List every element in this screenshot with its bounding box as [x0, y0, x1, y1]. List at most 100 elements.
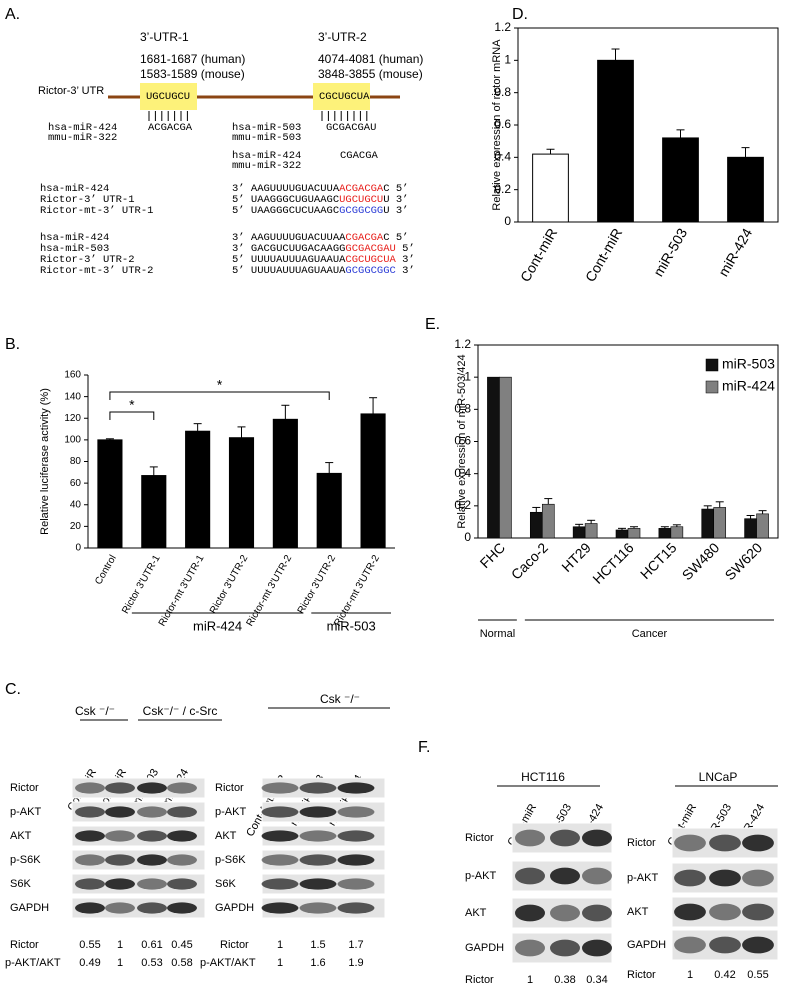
blot-header: LNCaP [699, 770, 738, 784]
x-tick-label: HCT15 [637, 539, 680, 582]
y-tick-label: 1 [464, 369, 471, 383]
x-tick-label: miR-424 [715, 225, 755, 279]
row-label: AKT [215, 830, 237, 842]
bar [360, 413, 386, 549]
row-label: AKT [465, 907, 487, 919]
quant-value: 0.61 [141, 939, 162, 951]
row-label: AKT [10, 830, 32, 842]
band [550, 904, 580, 922]
y-tick-label: 0.2 [454, 498, 471, 512]
y-tick-label: 80 [70, 456, 82, 467]
y-tick-label: 0.2 [494, 182, 511, 196]
quant-value: 0.58 [171, 957, 192, 969]
error-bar [660, 526, 669, 529]
seq-site: ACGACGA [339, 183, 384, 195]
band [75, 806, 105, 818]
bar [744, 518, 757, 539]
mirna-name: hsa-miR-424 [232, 150, 301, 162]
x-tick-label: Rictor-mt 3'UTR-2 [332, 553, 382, 628]
band [75, 878, 105, 890]
band [337, 830, 375, 842]
error-bar [281, 404, 290, 420]
quant-value: 0.53 [141, 957, 162, 969]
align-seq: 5’ UAAGGGCUGUAAGCUGCUGCUU 3’ [232, 194, 408, 206]
band [105, 878, 135, 890]
quant-value: 1 [687, 969, 693, 981]
band [167, 806, 197, 818]
x-tick-label: HCT116 [589, 539, 637, 587]
bar [499, 376, 512, 539]
y-tick-label: 0 [75, 543, 81, 554]
legend-swatch [705, 380, 719, 394]
legend-swatch [705, 358, 719, 372]
y-axis-label: Relative expression of miR-503/424 [456, 354, 468, 528]
mirna-name: mmu-miR-503 [232, 132, 301, 144]
row-label: Rictor [215, 782, 244, 794]
band [261, 782, 299, 794]
y-tick-label: 160 [64, 370, 81, 381]
x-tick-label: Cont-miR [517, 225, 560, 284]
align-seq: 5’ UAAGGGCUCUAAGCGCGGCGGU 3’ [232, 205, 408, 217]
quant-value: 1.5 [310, 939, 325, 951]
bar [756, 513, 769, 539]
bar [185, 430, 211, 549]
bar [662, 137, 699, 223]
y-tick-label: 1.2 [494, 20, 511, 34]
seq-part: 5’ UUUUAUUUAGUAAUA [232, 265, 346, 277]
quant-value: 1.9 [348, 957, 363, 969]
band [261, 830, 299, 842]
mirna-name: mmu-miR-322 [48, 132, 117, 144]
x-tick-label: Rictor 3'UTR-2 [296, 553, 339, 616]
error-bar [575, 523, 584, 527]
band [75, 854, 105, 866]
band [167, 902, 197, 914]
bar [627, 528, 641, 539]
align-seq: 3’ GACGUCUUGACAAGGGCGACGAU 5’ [232, 243, 415, 255]
band [167, 854, 197, 866]
bar [97, 439, 123, 549]
panel-label: B. [5, 336, 20, 353]
error-bar [618, 527, 626, 530]
error-bar [746, 514, 755, 519]
quant-value: 0.42 [714, 969, 735, 981]
error-bar [544, 498, 553, 505]
site-seq: CGCUGCUA [319, 91, 370, 103]
site-box [140, 83, 197, 110]
row-label: GAPDH [10, 902, 49, 914]
band [515, 867, 545, 885]
error-bar [149, 466, 158, 476]
band [337, 878, 375, 890]
bar [615, 529, 629, 539]
align-name: hsa-miR-503 [40, 243, 109, 255]
seq-part: 3’ GACGUCUUGACAAGG [232, 243, 345, 255]
x-tick-label: SW620 [722, 539, 766, 583]
row-label: p-AKT [10, 806, 41, 818]
band [742, 869, 774, 887]
group-label: Normal [480, 628, 515, 640]
band [299, 830, 337, 842]
error-bar [758, 510, 767, 514]
quant-value: 1 [277, 957, 283, 969]
error-bar [630, 526, 638, 529]
blot-header: Csk⁻/⁻ / c-Src [143, 704, 218, 718]
band [261, 878, 299, 890]
panel-label: D. [512, 6, 528, 23]
band [674, 834, 706, 852]
band [261, 806, 299, 818]
bar [532, 153, 569, 223]
align-name: Rictor-3’ UTR-2 [40, 254, 135, 266]
bar [713, 507, 727, 539]
align-name: Rictor-mt-3’ UTR-1 [40, 205, 153, 217]
align-name: hsa-miR-424 [40, 232, 109, 244]
mirna-seq: GCGACGAU [326, 122, 376, 134]
y-tick-label: 0 [504, 214, 511, 228]
quant-value: 0.55 [79, 939, 100, 951]
band [75, 902, 105, 914]
band [105, 854, 135, 866]
y-tick-label: 1 [504, 53, 511, 67]
blot-header: Csk ⁻/⁻ [320, 692, 360, 706]
seq-site: UGCUGCU [339, 194, 383, 206]
x-tick-label: Cont-miR [582, 225, 625, 284]
bar [658, 528, 672, 539]
band [337, 902, 375, 914]
